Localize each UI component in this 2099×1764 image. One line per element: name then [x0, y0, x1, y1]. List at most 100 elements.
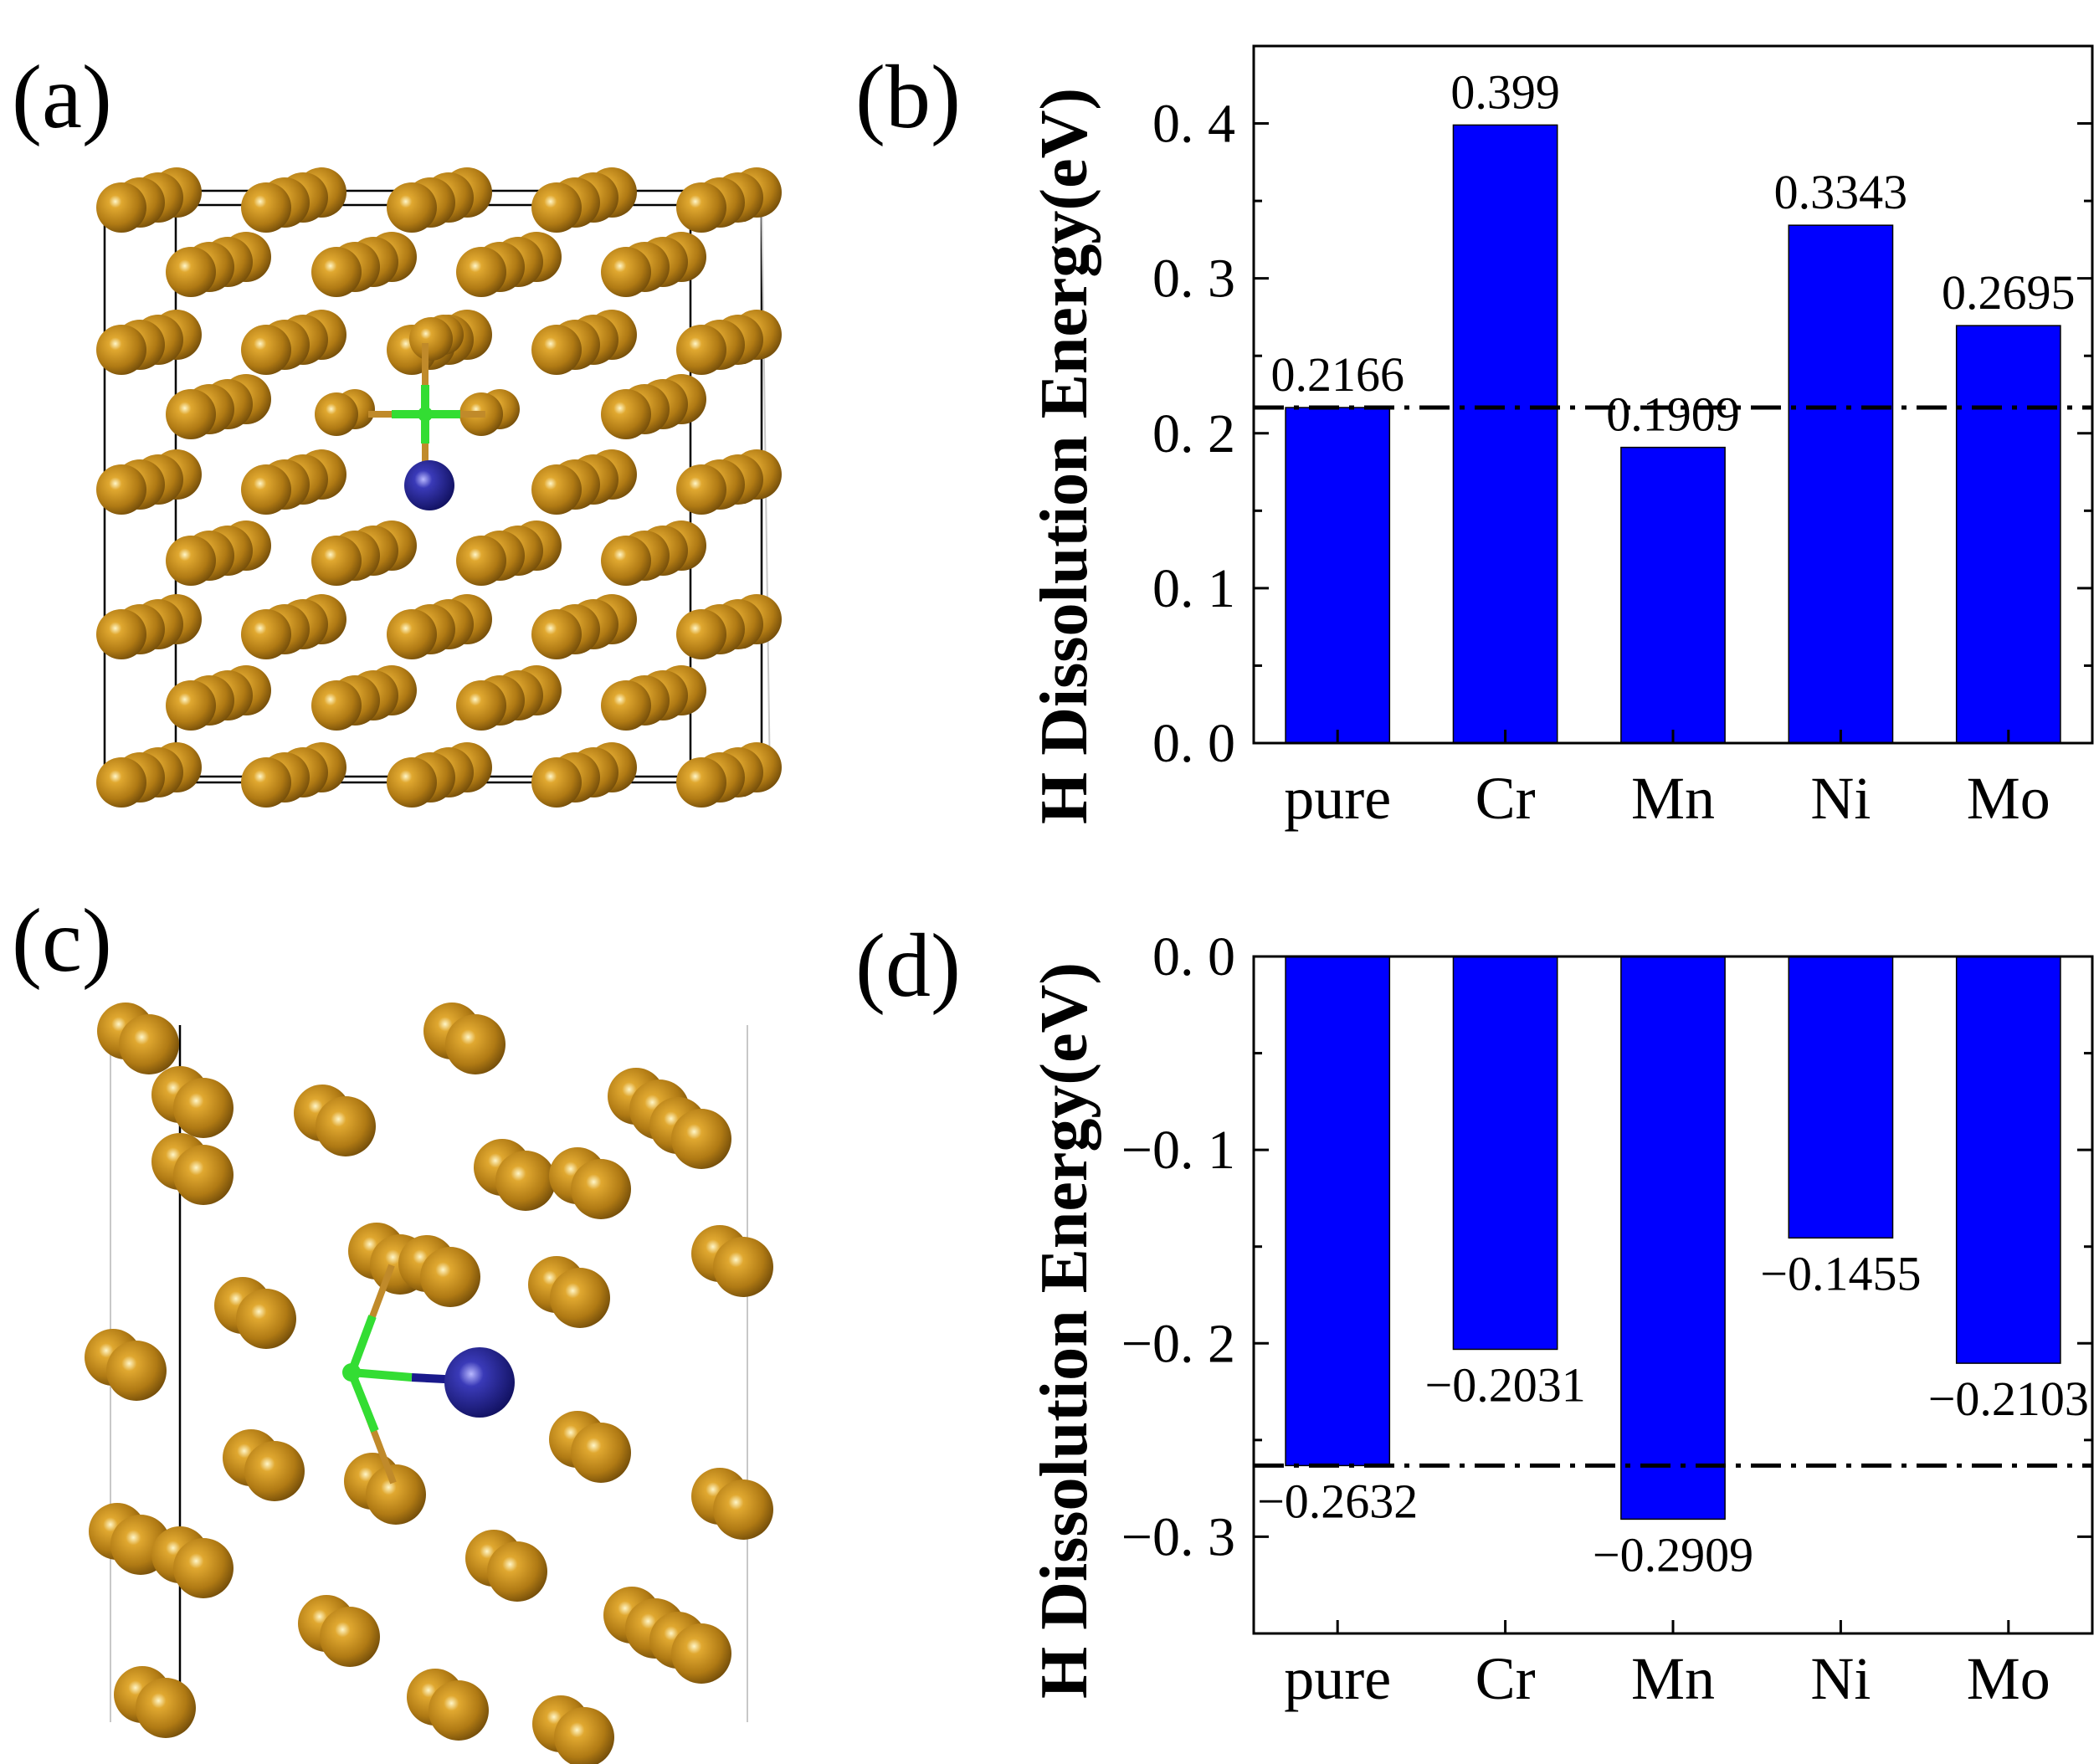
fe-atom-a — [96, 609, 146, 659]
x-tick-label-b-ni: Ni — [1810, 765, 1871, 832]
fe-atom-a — [676, 757, 726, 808]
fe-atom-c — [671, 1623, 731, 1684]
fe-atom-c — [119, 1014, 179, 1074]
x-tick-label-b-cr: Cr — [1475, 765, 1536, 832]
value-labels-d: −0.2632 −0.2031 −0.2909 −0.1455 −0.2103 — [1257, 1246, 2089, 1582]
h-defect-bonds-c — [342, 1264, 515, 1485]
fe-atom-a — [96, 757, 146, 808]
y-tick-label-d-1: −0. 1 — [1121, 1120, 1235, 1181]
bar-d-cr — [1452, 956, 1558, 1351]
panel-label-a: (a) — [12, 48, 112, 147]
bar-d-mo — [1955, 956, 2061, 1364]
fe-atom-a — [409, 317, 453, 361]
fe-atom-a — [676, 464, 726, 515]
y-tick-label-b-1: 0. 1 — [1152, 558, 1235, 619]
fe-atom-a — [166, 536, 216, 586]
bar-b-ni — [1788, 224, 1894, 744]
bar-b-mn — [1620, 446, 1726, 744]
y-tick-label-b-2: 0. 2 — [1152, 403, 1235, 464]
fe-atom-a — [456, 536, 506, 586]
fe-atom-c — [571, 1159, 631, 1219]
fe-atom-c — [173, 1538, 234, 1598]
fe-atom-a — [241, 325, 291, 375]
x-tick-label-d-ni: Ni — [1810, 1645, 1871, 1712]
fe-atom-a — [456, 680, 506, 731]
fe-atom-c — [366, 1464, 426, 1525]
bar-b-pure — [1285, 407, 1391, 744]
fe-atom-c — [487, 1541, 547, 1602]
y-tick-label-d-2: −0. 2 — [1121, 1313, 1235, 1374]
h-atom-a — [404, 460, 454, 510]
fe-atom-c — [429, 1680, 489, 1741]
value-label-d-pure: −0.2632 — [1257, 1474, 1418, 1528]
fe-atom-a — [311, 247, 362, 297]
fe-atom-a — [601, 536, 651, 586]
fe-atom-c — [671, 1109, 731, 1169]
value-label-d-cr: −0.2031 — [1424, 1357, 1585, 1412]
fe-atom-a — [531, 757, 582, 808]
bar-chart-d: −0.2632 −0.2031 −0.2909 −0.1455 −0.2103 0. 0… — [1028, 926, 2094, 1712]
fe-atom-a — [387, 757, 437, 808]
y-ticks-d: 0. 0 −0. 1 −0. 2 −0. 3 — [1121, 926, 2092, 1635]
fe-atom-a — [166, 680, 216, 731]
fe-atom-c — [106, 1341, 167, 1401]
x-tick-label-b-mo: Mo — [1967, 765, 2050, 832]
fe-atom-a — [311, 680, 362, 731]
x-tick-label-d-pure: pure — [1284, 1645, 1391, 1712]
x-tick-label-b-mn: Mn — [1631, 765, 1715, 832]
fe-atom-a — [676, 182, 726, 233]
panel-label-b: (b) — [855, 48, 961, 147]
fe-atom-c — [495, 1151, 556, 1211]
fe-atom-a — [601, 680, 651, 731]
fe-atom-a — [241, 464, 291, 515]
x-ticks-d: pure Cr Mn Ni Mo — [1284, 1620, 2050, 1712]
x-tick-label-d-mn: Mn — [1631, 1645, 1715, 1712]
fe-atom-a — [166, 389, 216, 439]
fe-atom-c — [316, 1096, 376, 1156]
fe-atom-c — [173, 1078, 234, 1138]
atoms-c — [85, 1003, 773, 1764]
fe-atom-a — [676, 609, 726, 659]
fe-atom-a — [387, 609, 437, 659]
fe-atom-c — [713, 1237, 773, 1297]
bar-b-cr — [1452, 124, 1558, 744]
bar-d-mn — [1620, 956, 1726, 1520]
fe-atom-a — [601, 389, 651, 439]
fe-atom-c — [320, 1607, 380, 1667]
value-label-b-mo: 0.2695 — [1942, 265, 2076, 320]
fe-atom-a — [601, 247, 651, 297]
atoms-a — [96, 167, 782, 808]
h-atom-c — [444, 1347, 515, 1418]
fe-atom-c — [550, 1268, 610, 1328]
y-axis-title-b: H Dissolution Energy(eV) — [1028, 88, 1101, 824]
fe-atom-a — [241, 182, 291, 233]
fe-atom-a — [166, 247, 216, 297]
y-tick-label-b-4: 0. 4 — [1152, 94, 1235, 155]
fe-atom-c — [244, 1441, 305, 1501]
fe-atom-a — [531, 182, 582, 233]
fe-atom-a — [676, 325, 726, 375]
value-label-b-ni: 0.3343 — [1774, 165, 1908, 219]
bar-b-mo — [1955, 325, 2061, 744]
y-tick-label-b-3: 0. 3 — [1152, 249, 1235, 310]
fe-atom-a — [531, 464, 582, 515]
x-ticks-b: pure Cr Mn Ni Mo — [1284, 730, 2050, 832]
y-tick-label-d-0: 0. 0 — [1152, 926, 1235, 987]
panel-label-d: (d) — [855, 916, 961, 1016]
fe-atom-a — [387, 182, 437, 233]
y-axis-title-d: H Dissolution Energy(eV) — [1028, 962, 1101, 1699]
fe-atom-c — [173, 1145, 234, 1205]
bar-d-pure — [1285, 956, 1391, 1467]
bars-b — [1285, 124, 2061, 744]
fe-atom-c — [445, 1014, 506, 1074]
crystal-structure-c — [85, 1003, 773, 1764]
value-label-b-cr: 0.399 — [1450, 64, 1560, 119]
fe-atom-c — [136, 1678, 196, 1738]
y-ticks-b: 0. 0 0. 1 0. 2 0. 3 0. 4 — [1152, 44, 2092, 774]
value-label-b-mn: 0.1909 — [1606, 387, 1740, 442]
fe-atom-a — [96, 325, 146, 375]
fe-atom-c — [571, 1423, 631, 1483]
x-tick-label-d-mo: Mo — [1967, 1645, 2050, 1712]
